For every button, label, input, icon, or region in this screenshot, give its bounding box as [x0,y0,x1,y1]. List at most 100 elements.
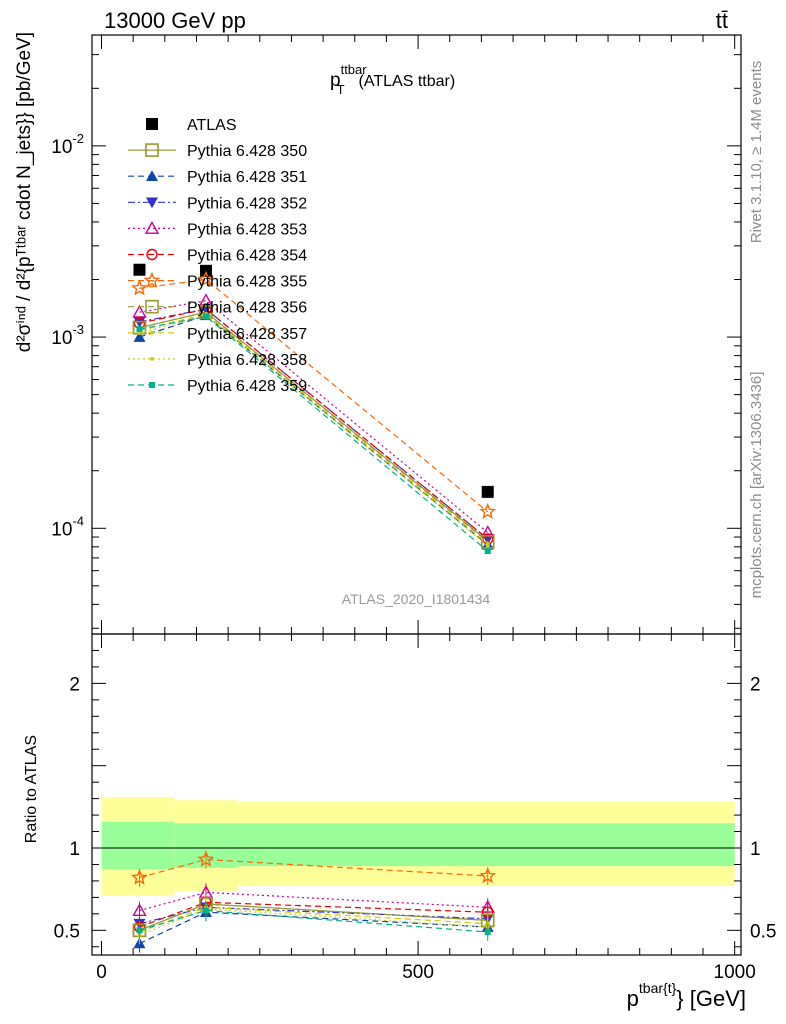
y-tick-label-ratio-right: 0.5 [750,921,776,942]
ratio-point-353 [132,903,147,917]
legend-marker-356 [145,299,159,314]
legend-item-353: Pythia 6.428 353 [128,220,307,238]
ratio-bands [92,796,741,896]
legend-item-352: Pythia 6.428 352 [128,195,307,212]
y-tick-label-main: 10-4 [51,513,84,540]
data-point-atlas [481,485,494,498]
ratio-point-355 [479,867,497,884]
data-point-355 [479,502,497,519]
watermark: ATLAS_2020_I1801434 [342,591,491,607]
legend-label-350: Pythia 6.428 350 [187,143,307,160]
x-axis-label-sup: tbar{t} [639,980,677,996]
legend-marker-atlas [146,118,158,130]
ratio-line-352 [139,906,488,925]
series-355 [131,270,497,887]
header-left: 13000 GeV pp [104,8,246,33]
series-layer [131,263,497,953]
y-tick-label-ratio: 1 [69,839,80,860]
legend-marker-352 [146,197,158,209]
data-point-351 [133,331,146,342]
ratio-point-355 [197,850,215,867]
legend-item-356: Pythia 6.428 356 [128,300,307,317]
series-line-350 [139,311,489,542]
series-line-358 [139,314,489,547]
legend: ATLAS Pythia 6.428 350 Pythia 6.428 351 Pyt… [128,117,307,395]
ratio-line-355 [139,858,488,879]
data-point-355 [197,270,215,287]
series-line-353 [139,300,489,533]
ratio-band-inner [101,821,175,870]
legend-label-352: Pythia 6.428 352 [187,195,307,212]
x-axis-label-rest: } [GeV] [676,986,746,1011]
legend-label-353: Pythia 6.428 353 [187,221,307,238]
y-tick-label-ratio: 2 [69,674,80,695]
frames [91,34,742,956]
ratio-line-359 [139,909,488,933]
legend-marker-354 [146,248,158,261]
data-point-359 [484,548,491,555]
legend-item-359: Pythia 6.428 359 [128,378,307,395]
legend-marker-355 [143,271,161,288]
legend-item-351: Pythia 6.428 351 [128,169,307,186]
legend-item-354: Pythia 6.428 354 [128,248,307,265]
legend-label-355: Pythia 6.428 355 [187,274,307,291]
legend-label-354: Pythia 6.428 354 [187,248,307,265]
x-tick-label: 1000 [714,962,756,983]
y-tick-label-ratio-right: 1 [750,839,761,860]
plot-title-main: p [330,70,341,91]
ratio-line-357 [139,906,488,933]
data-point-359 [202,313,209,320]
series-line-355 [139,278,489,513]
plot-title-sup: ttbar [341,62,368,77]
rivet-label: Rivet 3.1.10, ≥ 1.4M events [748,61,765,244]
legend-marker-358 [150,356,154,361]
ratio-point-359 [136,927,143,934]
series-line-356 [139,311,489,543]
series-line-351 [139,314,489,546]
data-point-352 [199,304,212,316]
data-point-353 [480,525,495,539]
legend-marker-357 [150,330,154,335]
ratio-point-359 [484,928,491,935]
legend-marker-350 [145,143,159,157]
y-axis-label-ratio: Ratio to ATLAS [23,735,40,843]
legend-label-atlas: ATLAS [187,117,237,134]
legend-label-351: Pythia 6.428 351 [187,169,307,186]
x-axis-label-main: p [627,986,639,1011]
plot-title-sub: T [337,82,345,97]
data-point-353 [132,304,147,318]
legend-label-359: Pythia 6.428 359 [187,378,307,395]
header-right: tt̄ [716,8,728,33]
data-point-358 [485,543,490,548]
plot-title: pttbar T (ATLAS ttbar) [330,62,455,97]
ratio-point-359 [202,907,209,914]
y-tick-label-main: 10-3 [51,322,84,349]
series-359 [136,313,491,941]
series-line-357 [139,313,489,545]
ratio-point-355 [131,868,148,885]
legend-item-atlas: ATLAS [146,117,237,134]
y-axis-label-main: d²σⁱⁿᵈ / d²{pᵀᵗᵇᵃʳ cdot N_jets}} [pb/GeV… [14,32,35,352]
legend-item-357: Pythia 6.428 357 [128,326,307,343]
legend-label-356: Pythia 6.428 356 [187,300,307,317]
ratio-band-inner [237,823,735,867]
x-tick-label: 500 [402,962,434,983]
legend-marker-359 [149,382,155,388]
data-point-atlas [133,263,146,276]
legend-item-358: Pythia 6.428 358 [128,352,307,369]
legend-item-350: Pythia 6.428 350 [128,143,307,160]
legend-marker-353 [144,220,160,234]
y-tick-label-ratio: 0.5 [54,921,80,942]
x-tick-label: 0 [96,962,107,983]
legend-label-357: Pythia 6.428 357 [187,326,307,343]
plot-title-rest: (ATLAS ttbar) [359,73,456,90]
data-point-355 [131,279,148,296]
series-line-352 [139,308,489,540]
y-tick-label-ratio-right: 2 [750,674,761,695]
x-axis-label: ptbar{t}} [GeV] [627,980,746,1011]
mcplots-label: mcplots.cern.ch [arXiv:1306.3436] [748,372,765,599]
legend-label-358: Pythia 6.428 358 [187,352,307,369]
series-line-354 [139,308,489,540]
legend-item-355: Pythia 6.428 355 [128,271,307,291]
